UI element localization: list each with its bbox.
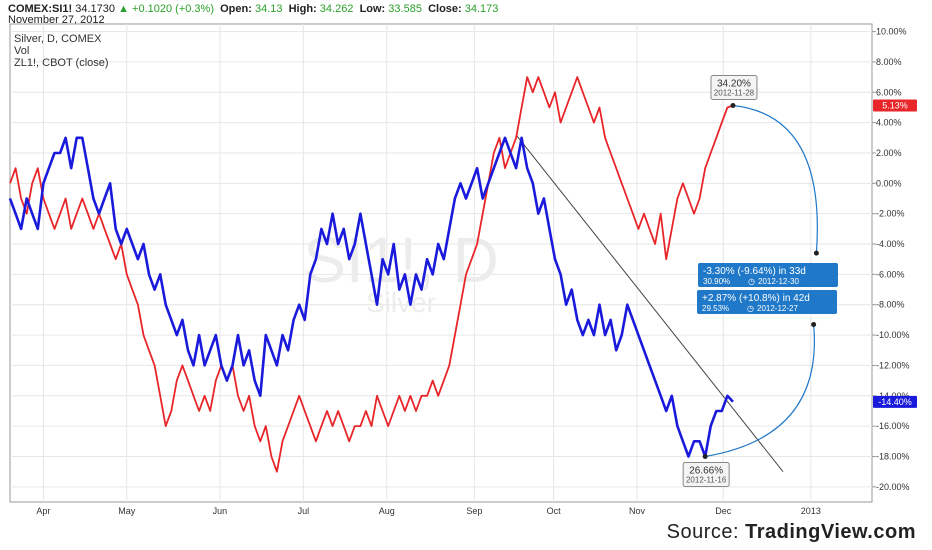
y-tick-label: 4.00% (876, 118, 902, 128)
y-tick-label: -12.00% (876, 360, 910, 370)
y-tick-label: -20.00% (876, 482, 910, 492)
projection-end-dot (813, 250, 819, 256)
annotation-box (682, 461, 730, 487)
x-tick-label: Dec (715, 506, 732, 516)
y-tick-label: -18.00% (876, 451, 910, 461)
projection-price-text: 30.90% (703, 277, 730, 286)
source-credit: Source: TradingView.com (667, 521, 916, 544)
y-tick-label: -14.00% (876, 391, 910, 401)
trendline (515, 134, 784, 472)
source-brand[interactable]: TradingView.com (745, 521, 916, 543)
x-tick-label: 2013 (801, 506, 821, 516)
up-arrow-icon: ▲ (118, 3, 129, 15)
projection-arc (705, 324, 815, 458)
x-tick-label: Aug (379, 506, 395, 516)
x-tick-label: Jun (213, 506, 228, 516)
x-tick-label: May (118, 506, 136, 516)
y-tick-label: -8.00% (876, 300, 905, 310)
high-value: 34.262 (319, 3, 354, 15)
clock-icon: ◷ (748, 277, 755, 286)
low-label: Low: (359, 3, 386, 15)
projection-end-dot (811, 321, 817, 327)
projection-change-text: +2.87% (+10.8%) in 42d (702, 293, 810, 304)
annotation-date: 2012-11-16 (686, 475, 727, 484)
projection-change-text: -3.30% (-9.64%) in 33d (703, 266, 806, 277)
y-tick-label: 8.00% (876, 57, 902, 67)
legend-series-zl[interactable]: ZL1!, CBOT (close) (14, 57, 109, 69)
y-tick-label: -4.00% (876, 239, 905, 249)
projection-label-box (697, 290, 837, 314)
low-value: 33.585 (388, 3, 422, 15)
x-tick-label: Jul (298, 506, 310, 516)
clock-icon: ◷ (747, 304, 754, 313)
projection-arc (732, 104, 818, 254)
y-tick-label: 6.00% (876, 87, 902, 97)
legend-volume[interactable]: Vol (14, 45, 30, 57)
high-label: High: (288, 3, 317, 15)
end-label-box (873, 395, 917, 408)
annotation-dot (730, 102, 736, 108)
symbol: COMEX:SI1! (8, 3, 73, 15)
projection-price-text: 29.53% (702, 304, 729, 313)
annotation-value: 34.20% (717, 78, 751, 89)
annotation-box (710, 74, 758, 100)
projection-label-box (698, 263, 838, 287)
end-label-box (873, 99, 917, 112)
y-tick-label: -10.00% (876, 330, 910, 340)
end-label-value: -14.40% (878, 397, 912, 407)
annotation-value: 26.66% (689, 465, 723, 476)
source-prefix: Source: (666, 521, 746, 543)
y-tick-label: 2.00% (876, 148, 902, 158)
y-tick-label: 0.00% (876, 178, 902, 188)
series-line-silver (8, 136, 734, 458)
x-tick-label: Oct (547, 506, 562, 516)
close-label: Close: (428, 3, 462, 15)
x-tick-label: Nov (629, 506, 646, 516)
projection-date-text: 2012-12-30 (758, 277, 799, 286)
legend-series-silver[interactable]: Silver, D, COMEX (14, 33, 102, 45)
x-tick-label: Sep (466, 506, 482, 516)
change-value: +0.1020 (+0.3%) (132, 3, 214, 15)
open-label: Open: (220, 3, 252, 15)
annotation-date: 2012-11-28 (714, 88, 755, 97)
series-line-zl (9, 76, 734, 473)
close-value: 34.173 (464, 3, 499, 15)
ticker-header: COMEX:SI1! 34.1730 ▲ +0.1020 (+0.3%) Ope… (8, 3, 498, 15)
annotation-dot (702, 453, 708, 459)
open-value: 34.13 (254, 3, 283, 15)
y-tick-label: -6.00% (876, 269, 905, 279)
projection-date-text: 2012-12-27 (757, 304, 798, 313)
last-price: 34.1730 (75, 3, 116, 15)
y-tick-label: -2.00% (876, 209, 905, 219)
header-date: November 27, 2012 (8, 14, 105, 26)
x-tick-label: Apr (36, 506, 50, 516)
end-label-value: 5.13% (882, 100, 908, 110)
y-tick-label: -16.00% (876, 421, 910, 431)
y-tick-label: 10.00% (876, 27, 907, 37)
